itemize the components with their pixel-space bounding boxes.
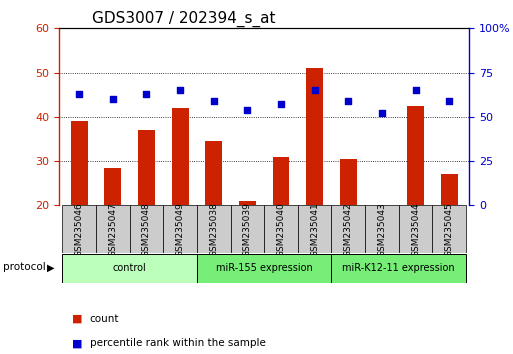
Text: protocol: protocol [3, 262, 45, 272]
Point [142, 91, 150, 97]
Point [75, 91, 83, 97]
Bar [441, 175, 458, 205]
Text: GSM235049: GSM235049 [175, 202, 185, 257]
Text: GSM235042: GSM235042 [344, 202, 353, 257]
Bar [239, 201, 256, 205]
Text: GSM235039: GSM235039 [243, 202, 252, 257]
Point [210, 98, 218, 104]
Bar [340, 159, 357, 205]
Text: miR-155 expression: miR-155 expression [216, 263, 312, 273]
Point [445, 98, 453, 104]
Text: GSM235048: GSM235048 [142, 202, 151, 257]
Bar [63, 254, 197, 282]
Text: count: count [90, 314, 120, 324]
Point [243, 107, 251, 113]
Point [109, 96, 117, 102]
Text: GSM235038: GSM235038 [209, 202, 218, 257]
Bar [399, 205, 432, 253]
Point [344, 98, 352, 104]
Text: GDS3007 / 202394_s_at: GDS3007 / 202394_s_at [92, 11, 275, 27]
Text: ■: ■ [72, 314, 82, 324]
Bar [432, 205, 466, 253]
Text: GSM235040: GSM235040 [277, 202, 286, 257]
Bar [163, 205, 197, 253]
Point [277, 102, 285, 107]
Bar [230, 205, 264, 253]
Bar [264, 205, 298, 253]
Point [411, 87, 420, 93]
Bar [365, 205, 399, 253]
Bar [63, 205, 96, 253]
Bar [172, 108, 188, 205]
Bar [138, 130, 155, 205]
Bar [71, 121, 88, 205]
Text: control: control [113, 263, 147, 273]
Text: GSM235047: GSM235047 [108, 202, 117, 257]
Text: GSM235046: GSM235046 [75, 202, 84, 257]
Bar [96, 205, 130, 253]
Text: ▶: ▶ [47, 262, 55, 272]
Point [310, 87, 319, 93]
Text: GSM235045: GSM235045 [445, 202, 453, 257]
Bar [205, 141, 222, 205]
Text: miR-K12-11 expression: miR-K12-11 expression [343, 263, 455, 273]
Bar [407, 106, 424, 205]
Point [378, 110, 386, 116]
Bar [272, 156, 289, 205]
Text: percentile rank within the sample: percentile rank within the sample [90, 338, 266, 348]
Bar [197, 254, 331, 282]
Text: GSM235044: GSM235044 [411, 202, 420, 257]
Bar [306, 68, 323, 205]
Bar [197, 205, 230, 253]
Text: ■: ■ [72, 338, 82, 348]
Bar [130, 205, 163, 253]
Text: GSM235043: GSM235043 [378, 202, 386, 257]
Bar [298, 205, 331, 253]
Bar [105, 168, 121, 205]
Point [176, 87, 184, 93]
Bar [331, 254, 466, 282]
Text: GSM235041: GSM235041 [310, 202, 319, 257]
Bar [331, 205, 365, 253]
